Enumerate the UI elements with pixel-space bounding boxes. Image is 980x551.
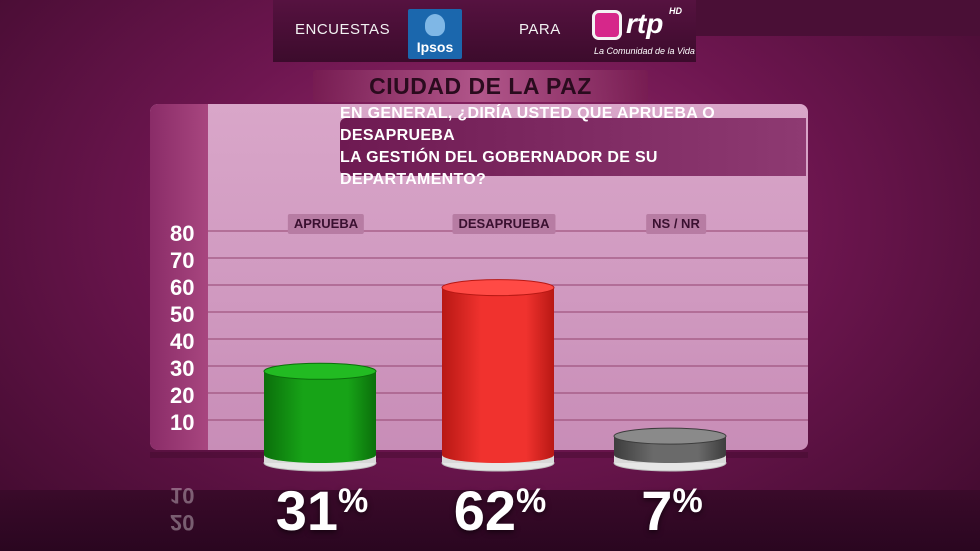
chart-panel-axis-strip	[150, 104, 208, 450]
ipsos-logo: Ipsos	[408, 9, 462, 59]
category-label: DESAPRUEBA	[452, 214, 556, 234]
y-tick-reflection: 10	[170, 483, 194, 508]
bar-top-cap	[263, 362, 377, 380]
para-label: PARA	[519, 21, 561, 38]
bar-desaprueba	[441, 279, 555, 472]
value-label: 7%	[641, 478, 702, 543]
bar-bottom-cap	[264, 447, 376, 463]
bar-bottom-cap	[614, 447, 726, 463]
y-tick-label: 70	[170, 248, 194, 273]
question-line-2: LA GESTIÓN DEL GOBERNADOR DE SU DEPARTAM…	[340, 149, 658, 188]
y-tick-label: 10	[170, 410, 194, 435]
bar-ns-nr	[613, 427, 727, 472]
bottom-band	[0, 490, 980, 551]
ipsos-logo-text: Ipsos	[416, 39, 454, 55]
bar-body	[442, 287, 554, 455]
category-label: NS / NR	[646, 214, 706, 234]
value-number: 7	[641, 479, 673, 542]
y-tick-label: 50	[170, 302, 194, 327]
rtp-tagline: La Comunidad de la Vida	[594, 46, 695, 56]
y-tick-label: 40	[170, 329, 194, 354]
bar-top-cap	[613, 427, 727, 445]
question-line-1: EN GENERAL, ¿DIRÍA USTED QUE APRUEBA O D…	[340, 105, 715, 144]
rtp-hd-label: HD	[669, 6, 682, 16]
encuestas-label: ENCUESTAS	[295, 21, 391, 38]
bar-top-cap	[441, 279, 555, 297]
bar-body	[264, 371, 376, 455]
category-label: APRUEBA	[287, 214, 365, 234]
rtp-logo-icon	[592, 10, 622, 40]
value-percent-sign: %	[516, 482, 547, 520]
value-label: 31%	[276, 478, 369, 543]
city-title: CIUDAD DE LA PAZ	[313, 70, 648, 102]
value-percent-sign: %	[338, 482, 369, 520]
value-number: 62	[453, 479, 517, 542]
header-bar-right	[696, 0, 980, 36]
value-number: 31	[275, 479, 339, 542]
question-banner: EN GENERAL, ¿DIRÍA USTED QUE APRUEBA O D…	[340, 105, 806, 188]
y-tick-label: 80	[170, 221, 194, 246]
bar-bottom-cap	[442, 447, 554, 463]
value-label: 62%	[454, 478, 547, 543]
y-tick-label: 30	[170, 356, 194, 381]
y-tick-reflection: 20	[170, 510, 194, 535]
y-tick-label: 60	[170, 275, 194, 300]
y-tick-label: 20	[170, 383, 194, 408]
header-bar	[273, 0, 696, 62]
rtp-logo-text: rtp	[626, 8, 664, 39]
ipsos-head-icon	[425, 14, 445, 36]
value-percent-sign: %	[672, 482, 703, 520]
bar-aprueba	[263, 362, 377, 472]
